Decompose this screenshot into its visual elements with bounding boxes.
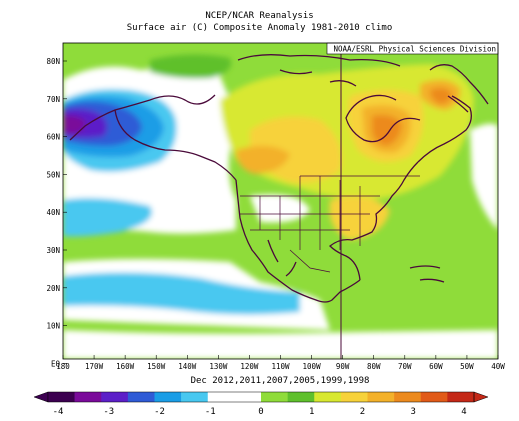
lat-tick-label: 10N	[46, 322, 60, 331]
longitude-axis: 180 170W 160W 150W 140W 130W 120W 110W 100W 90W 80…	[56, 355, 505, 371]
colorbar-swatch	[394, 392, 422, 402]
anomaly-field	[63, 54, 498, 359]
colorbar-label: 0	[258, 407, 263, 417]
warm-anomaly-hudson-core	[372, 115, 402, 146]
colorbar-label: 4	[461, 407, 466, 417]
colorbar-swatch	[101, 392, 129, 402]
colorbar-label: -1	[205, 407, 216, 417]
colorbar-label: 1	[309, 407, 314, 417]
latitude-axis: 80N 70N 60N 50N 40N 30N 20N 10N EQ	[46, 57, 67, 368]
colorbar-swatch	[447, 392, 475, 402]
lat-tick-label: 60N	[46, 133, 60, 142]
colorbar-label: -3	[103, 407, 114, 417]
warm-anomaly-rockies	[236, 145, 290, 174]
lon-tick-label: 180	[56, 362, 70, 371]
lon-tick-label: 60W	[429, 362, 443, 371]
cool-band-north-pacific	[63, 198, 152, 237]
colorbar-swatch	[207, 392, 235, 402]
colorbar-swatch	[154, 392, 182, 402]
lat-tick-label: 80N	[46, 57, 60, 66]
colorbar-swatch	[420, 392, 448, 402]
arctic-islands	[237, 54, 401, 87]
warm-anomaly-baffin-core	[430, 87, 452, 104]
colorbar-swatch	[367, 392, 395, 402]
lat-tick-label: 40N	[46, 208, 60, 217]
lat-tick-label: EQ	[51, 359, 61, 368]
alaska-coast	[69, 94, 237, 181]
cool-band-subtropics	[63, 272, 300, 315]
map-title: NCEP/NCAR Reanalysis	[205, 11, 314, 21]
lat-tick-label: 30N	[46, 246, 60, 255]
pacific-coast	[235, 179, 361, 303]
colorbar-swatch	[234, 392, 262, 402]
baja-coast	[267, 239, 297, 277]
lon-tick-label: 90W	[336, 362, 350, 371]
colorbar-swatch	[181, 392, 209, 402]
colorbar-label: 2	[360, 407, 365, 417]
lon-tick-label: 110W	[271, 362, 290, 371]
lon-tick-label: 120W	[240, 362, 259, 371]
zero-region-atlantic	[470, 123, 498, 230]
cold-anomaly-peak	[63, 115, 86, 134]
lon-tick-label: 80W	[367, 362, 381, 371]
lon-tick-label: 70W	[398, 362, 412, 371]
baffin-coast	[429, 64, 489, 113]
colorbar-swatch	[261, 392, 288, 402]
lon-tick-label: 50W	[460, 362, 474, 371]
lon-tick-label: 170W	[85, 362, 104, 371]
colorbar-arrow-left	[33, 391, 49, 403]
credit-text: NOAA/ESRL Physical Sciences Division	[333, 45, 496, 54]
caribbean-islands	[409, 265, 445, 283]
lon-tick-label: 40W	[491, 362, 505, 371]
colorbar-swatch	[340, 392, 368, 402]
hudson-bay-coast	[345, 94, 472, 163]
composite-dates: Dec 2012,2011,2007,2005,1999,1998	[191, 376, 370, 386]
colorbar-swatch	[48, 392, 75, 402]
colorbar-arrow-right	[473, 391, 489, 403]
colorbar-swatch	[74, 392, 102, 402]
political-borders	[240, 175, 420, 273]
lon-tick-label: 150W	[147, 362, 166, 371]
zero-region-equator	[63, 330, 498, 359]
lon-tick-label: 100W	[303, 362, 322, 371]
lat-tick-label: 50N	[46, 170, 60, 179]
colorbar-label: 3	[411, 407, 416, 417]
mexico-border	[289, 249, 331, 273]
colorbar-swatch	[127, 392, 155, 402]
lon-tick-label: 130W	[209, 362, 228, 371]
map-subtitle: Surface air (C) Composite Anomaly 1981-2…	[126, 23, 393, 33]
colorbar: -4 -3 -2 -1 0 1 2 3 4	[33, 391, 489, 417]
lon-tick-label: 140W	[178, 362, 197, 371]
colorbar-frame	[47, 391, 475, 403]
lat-tick-label: 70N	[46, 95, 60, 104]
lat-tick-label: 20N	[46, 284, 60, 293]
colorbar-swatch	[287, 392, 315, 402]
warm-anomaly-arctic	[150, 54, 232, 79]
state-grid	[240, 175, 420, 250]
lon-tick-label: 160W	[116, 362, 135, 371]
colorbar-label: -4	[53, 407, 64, 417]
colorbar-swatch	[314, 392, 342, 402]
colorbar-label: -2	[154, 407, 165, 417]
